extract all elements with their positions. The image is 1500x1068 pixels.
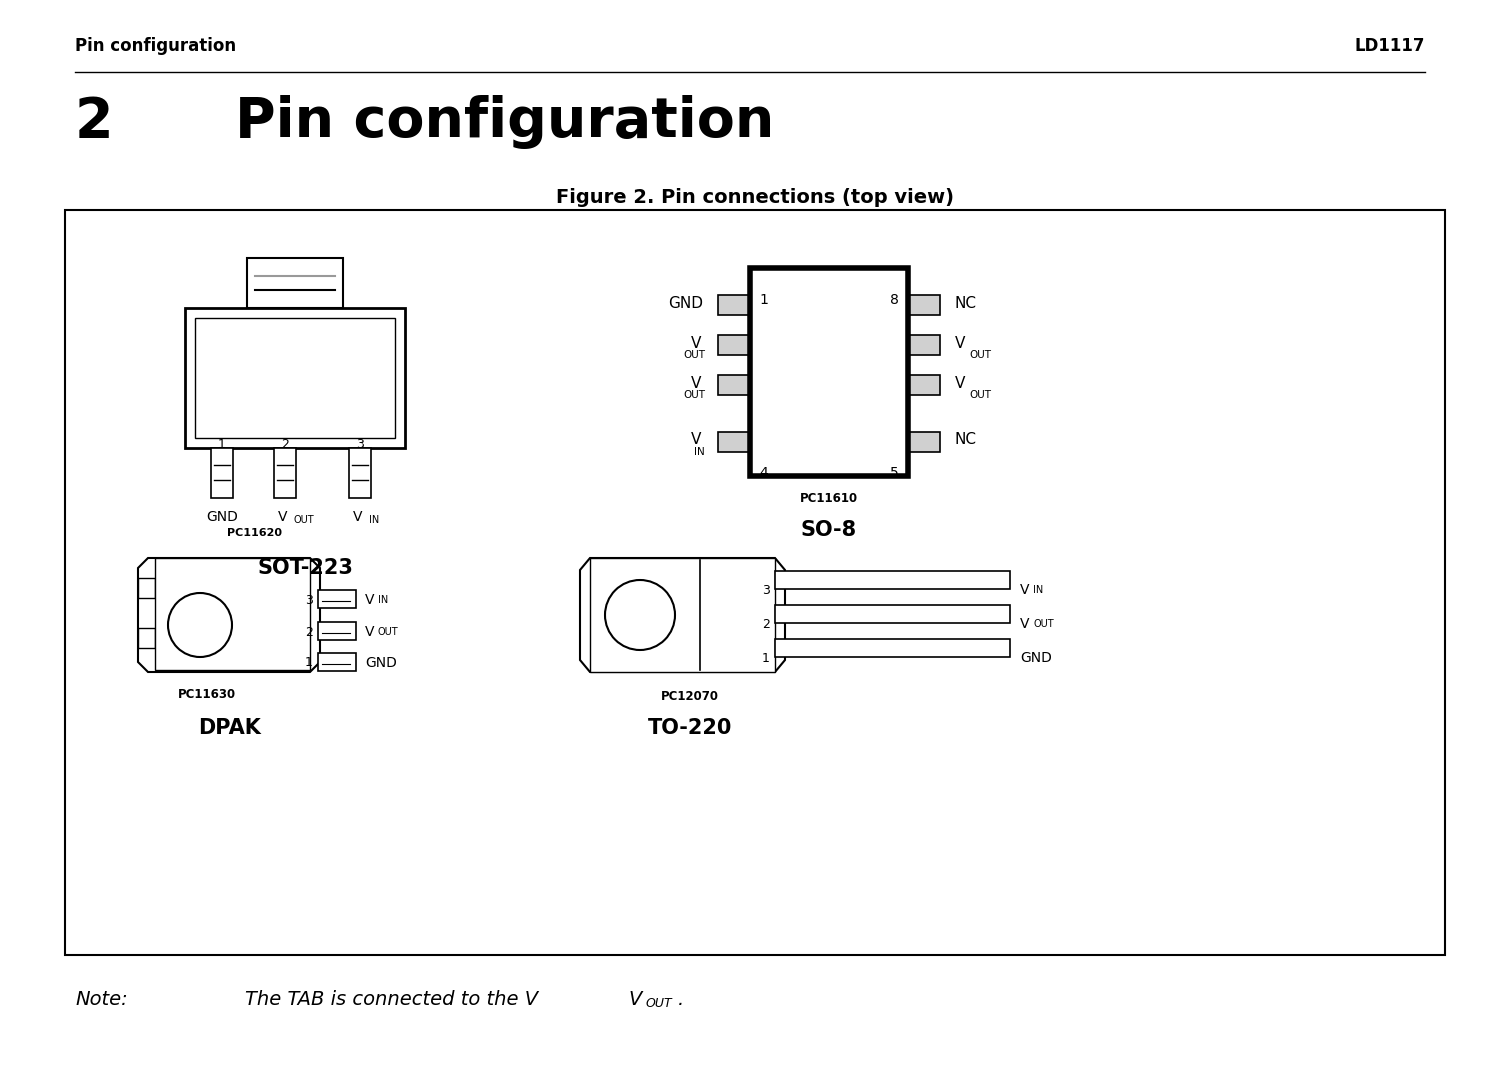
Text: 2: 2 (762, 617, 770, 630)
Bar (211, 447, 232, 498)
Bar (776, 604, 1010, 623)
Text: V: V (1020, 617, 1029, 631)
Text: GND: GND (364, 656, 398, 670)
Text: TO-220: TO-220 (648, 718, 732, 738)
Text: OUT: OUT (969, 350, 992, 360)
Text: 2: 2 (304, 626, 313, 639)
Text: V: V (690, 376, 700, 391)
Bar (318, 590, 356, 608)
Bar (138, 628, 154, 648)
Bar (138, 578, 154, 598)
Polygon shape (138, 557, 320, 672)
Text: PC11610: PC11610 (800, 492, 858, 505)
Text: OUT: OUT (682, 390, 705, 400)
Text: PC11630: PC11630 (178, 688, 236, 701)
Bar (776, 571, 1010, 588)
Text: 4: 4 (759, 466, 768, 480)
Text: Note:: Note: (75, 990, 128, 1009)
Text: SO-8: SO-8 (801, 520, 856, 540)
Text: IN: IN (1034, 585, 1044, 595)
Text: NC: NC (956, 296, 976, 311)
Bar (908, 295, 940, 315)
Bar (154, 557, 310, 670)
Text: V: V (690, 335, 700, 350)
Bar (718, 375, 750, 395)
Text: V: V (364, 593, 375, 607)
Text: PC12070: PC12070 (662, 690, 718, 703)
Text: LD1117: LD1117 (1354, 37, 1425, 54)
Text: GND: GND (1020, 651, 1052, 665)
Text: Figure 2. Pin connections (top view): Figure 2. Pin connections (top view) (556, 188, 954, 207)
Bar (718, 431, 750, 452)
Text: IN: IN (369, 515, 380, 525)
Text: Pin configuration: Pin configuration (236, 95, 774, 150)
Text: DPAK: DPAK (198, 718, 261, 738)
Bar (718, 335, 750, 355)
Text: V: V (956, 335, 966, 350)
Text: OUT: OUT (1034, 619, 1053, 629)
Text: GND: GND (668, 296, 704, 311)
Text: 1: 1 (304, 657, 313, 670)
Bar (750, 268, 908, 476)
Text: 2: 2 (280, 438, 290, 451)
Bar (776, 639, 1010, 657)
Text: 2: 2 (75, 95, 114, 150)
Bar (184, 308, 405, 447)
Bar (718, 295, 750, 315)
Text: IN: IN (378, 595, 388, 604)
Text: 1: 1 (759, 293, 768, 307)
Text: OUT: OUT (682, 350, 705, 360)
Text: 3: 3 (356, 438, 364, 451)
Polygon shape (580, 557, 784, 672)
Bar (195, 318, 394, 438)
Text: V: V (279, 511, 288, 524)
Circle shape (168, 593, 232, 657)
Text: V: V (956, 376, 966, 391)
Text: .: . (678, 990, 684, 1009)
Text: OUT: OUT (645, 998, 672, 1010)
Text: V: V (364, 625, 375, 639)
Text: V: V (690, 433, 700, 447)
Text: 3: 3 (304, 594, 313, 607)
Text: OUT: OUT (294, 515, 315, 525)
Bar (318, 653, 356, 671)
Bar (350, 447, 370, 498)
Bar (590, 557, 776, 672)
Text: 8: 8 (890, 293, 898, 307)
Text: GND: GND (206, 511, 238, 524)
Text: V: V (1020, 583, 1029, 597)
Text: 3: 3 (762, 583, 770, 597)
Text: V: V (628, 990, 642, 1009)
Bar (908, 375, 940, 395)
Text: V: V (354, 511, 363, 524)
Circle shape (604, 580, 675, 650)
Text: OUT: OUT (378, 627, 399, 637)
Text: OUT: OUT (969, 390, 992, 400)
Bar (248, 258, 344, 308)
Bar (318, 622, 356, 640)
Text: IN: IN (694, 447, 705, 457)
Text: 1: 1 (762, 651, 770, 664)
Bar (908, 335, 940, 355)
Text: SOT-223: SOT-223 (256, 557, 352, 578)
Bar (64, 210, 1444, 955)
Bar (908, 431, 940, 452)
Text: PC11620: PC11620 (226, 528, 282, 538)
Text: 5: 5 (890, 466, 898, 480)
Bar (274, 447, 296, 498)
Text: The TAB is connected to the V: The TAB is connected to the V (244, 990, 538, 1009)
Text: 1: 1 (217, 438, 226, 451)
Text: NC: NC (956, 433, 976, 447)
Text: Pin configuration: Pin configuration (75, 37, 236, 54)
